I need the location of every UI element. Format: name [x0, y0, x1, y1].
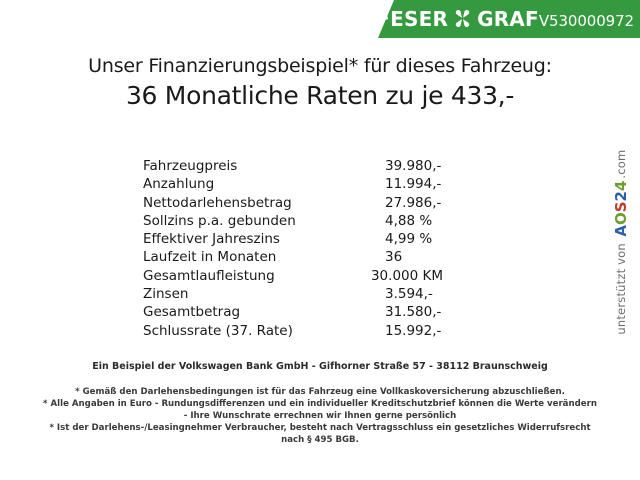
disclaimer-line: * Ist der Darlehens-/Leasingnehmer Verbr…: [49, 423, 591, 434]
credit-prefix-label: unterstützt von: [614, 243, 628, 335]
finance-table: Fahrzeugpreis 39.980,- Anzahlung 11.994,…: [143, 158, 443, 341]
table-row: Nettodarlehensbetrag 27.986,-: [143, 195, 443, 213]
disclaimer-line: * Alle Angaben in Euro - Rundungsdiffere…: [43, 399, 597, 410]
partner-credit: unterstützt von AOS24 .com: [609, 150, 633, 340]
row-label: Sollzins p.a. gebunden: [143, 212, 296, 229]
logo-letter: 2: [612, 191, 630, 202]
table-row: Laufzeit in Monaten 36: [143, 249, 443, 267]
row-value: 11.994,-: [385, 176, 442, 193]
row-label: Anzahlung: [143, 176, 215, 193]
row-value: 39.980,-: [385, 158, 442, 174]
page-title: Unser Finanzierungsbeispiel* für dieses …: [0, 55, 640, 112]
brand-lockup: FESER GRAF V530000972: [376, 7, 634, 31]
bank-info-line: Ein Beispiel der Volkswagen Bank GmbH - …: [92, 361, 548, 372]
headline-subtitle: Unser Finanzierungsbeispiel* für dieses …: [88, 55, 552, 77]
row-value: 3.594,-: [385, 286, 433, 303]
headline-rate: 36 Monatliche Raten zu je 433,-: [125, 80, 515, 110]
brand-name-first: FESER: [376, 7, 449, 31]
credit-domain-suffix: .com: [614, 150, 628, 180]
row-label: Schlussrate (37. Rate): [143, 322, 293, 339]
aos24-logo: AOS24: [612, 181, 630, 237]
table-row: Schlussrate (37. Rate) 15.992,-: [143, 323, 443, 341]
vehicle-number: V530000972: [538, 12, 634, 30]
disclaimer-line: nach § 495 BGB.: [281, 435, 359, 446]
brand-name-second: GRAF: [477, 7, 539, 31]
table-row: Zinsen 3.594,-: [143, 286, 443, 304]
table-row: Gesamtlaufleistung 30.000 KM: [143, 268, 443, 286]
row-label: Fahrzeugpreis: [143, 158, 238, 174]
logo-letter: O: [612, 212, 630, 226]
row-label: Nettodarlehensbetrag: [143, 194, 292, 211]
row-value: 15.992,-: [385, 322, 442, 339]
row-label: Effektiver Jahreszins: [143, 231, 280, 248]
row-value: 4,88 %: [385, 212, 433, 229]
table-row: Effektiver Jahreszins 4,99 %: [143, 231, 443, 249]
table-row: Sollzins p.a. gebunden 4,88 %: [143, 213, 443, 231]
disclaimer-line: * Gemäß den Darlehensbedingungen ist für…: [75, 387, 565, 397]
row-value: 30.000 KM: [370, 267, 443, 284]
row-label: Laufzeit in Monaten: [143, 249, 277, 266]
logo-letter: 4: [612, 181, 630, 192]
logo-letter: A: [612, 225, 630, 238]
row-label: Zinsen: [143, 286, 189, 303]
clover-icon: [453, 9, 472, 28]
row-value: 36: [385, 249, 403, 266]
table-row: Anzahlung 11.994,-: [143, 176, 443, 194]
brand-banner: FESER GRAF V530000972: [378, 0, 640, 38]
table-row: Gesamtbetrag 31.580,-: [143, 304, 443, 322]
row-value: 31.580,-: [385, 304, 442, 321]
logo-letter: S: [612, 201, 630, 213]
row-label: Gesamtbetrag: [143, 304, 241, 321]
disclaimer-block: * Gemäß den Darlehensbedingungen ist für…: [0, 386, 640, 446]
table-row: Fahrzeugpreis 39.980,-: [143, 158, 443, 176]
row-value: 4,99 %: [385, 231, 433, 248]
disclaimer-line: - Ihre Wunschrate errechnen wir Ihnen ge…: [183, 411, 457, 422]
row-value: 27.986,-: [385, 194, 442, 211]
row-label: Gesamtlaufleistung: [143, 267, 275, 284]
